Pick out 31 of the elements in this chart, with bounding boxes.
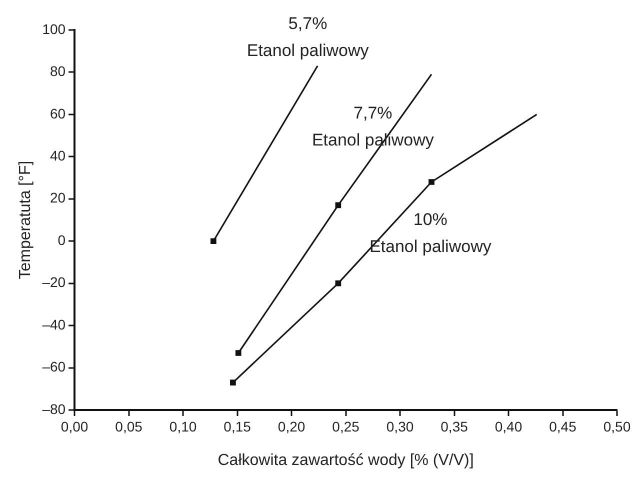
annotation: 10% Etanol paliwowy xyxy=(369,210,492,256)
y-tick-label: –60 xyxy=(42,358,66,375)
x-tick-label: 0,25 xyxy=(332,418,360,434)
y-tick-label: –80 xyxy=(42,400,66,417)
y-axis-title: Temperatuta [°F] xyxy=(17,160,34,280)
x-tick-label: 0,40 xyxy=(494,418,522,434)
x-tick-label: 0,05 xyxy=(115,418,143,434)
x-tick-label: 0,20 xyxy=(278,418,306,434)
point xyxy=(428,179,434,185)
x-tick-label: 0,35 xyxy=(440,418,468,434)
x-tick-label: 0,45 xyxy=(549,418,577,434)
point xyxy=(335,280,342,286)
point xyxy=(335,202,342,208)
annotation: 5,7% Etanol paliwowy xyxy=(246,14,370,60)
y-tick-label: –40 xyxy=(42,316,66,332)
y-tick-label: –20 xyxy=(42,274,66,290)
x-tick-label: 0,10 xyxy=(169,418,197,434)
point xyxy=(235,350,242,356)
y-tick-label: 0 xyxy=(58,232,66,248)
x-tick-label: 0,30 xyxy=(386,418,414,434)
y-tick-label: 80 xyxy=(50,63,66,80)
point xyxy=(210,238,216,244)
y-tick-label: 20 xyxy=(50,190,66,206)
y-tick-label: 60 xyxy=(50,105,66,122)
x-axis-title: Całkowita zawartość wody [% (V/V)] xyxy=(218,452,474,469)
y-tick-label: 40 xyxy=(50,148,66,164)
x-tick-label: 0,15 xyxy=(224,418,252,434)
y-tick-label: 100 xyxy=(42,20,66,37)
point xyxy=(230,380,236,386)
x-tick-label: 0,00 xyxy=(60,418,88,434)
x-tick-label: 0,50 xyxy=(603,418,631,434)
